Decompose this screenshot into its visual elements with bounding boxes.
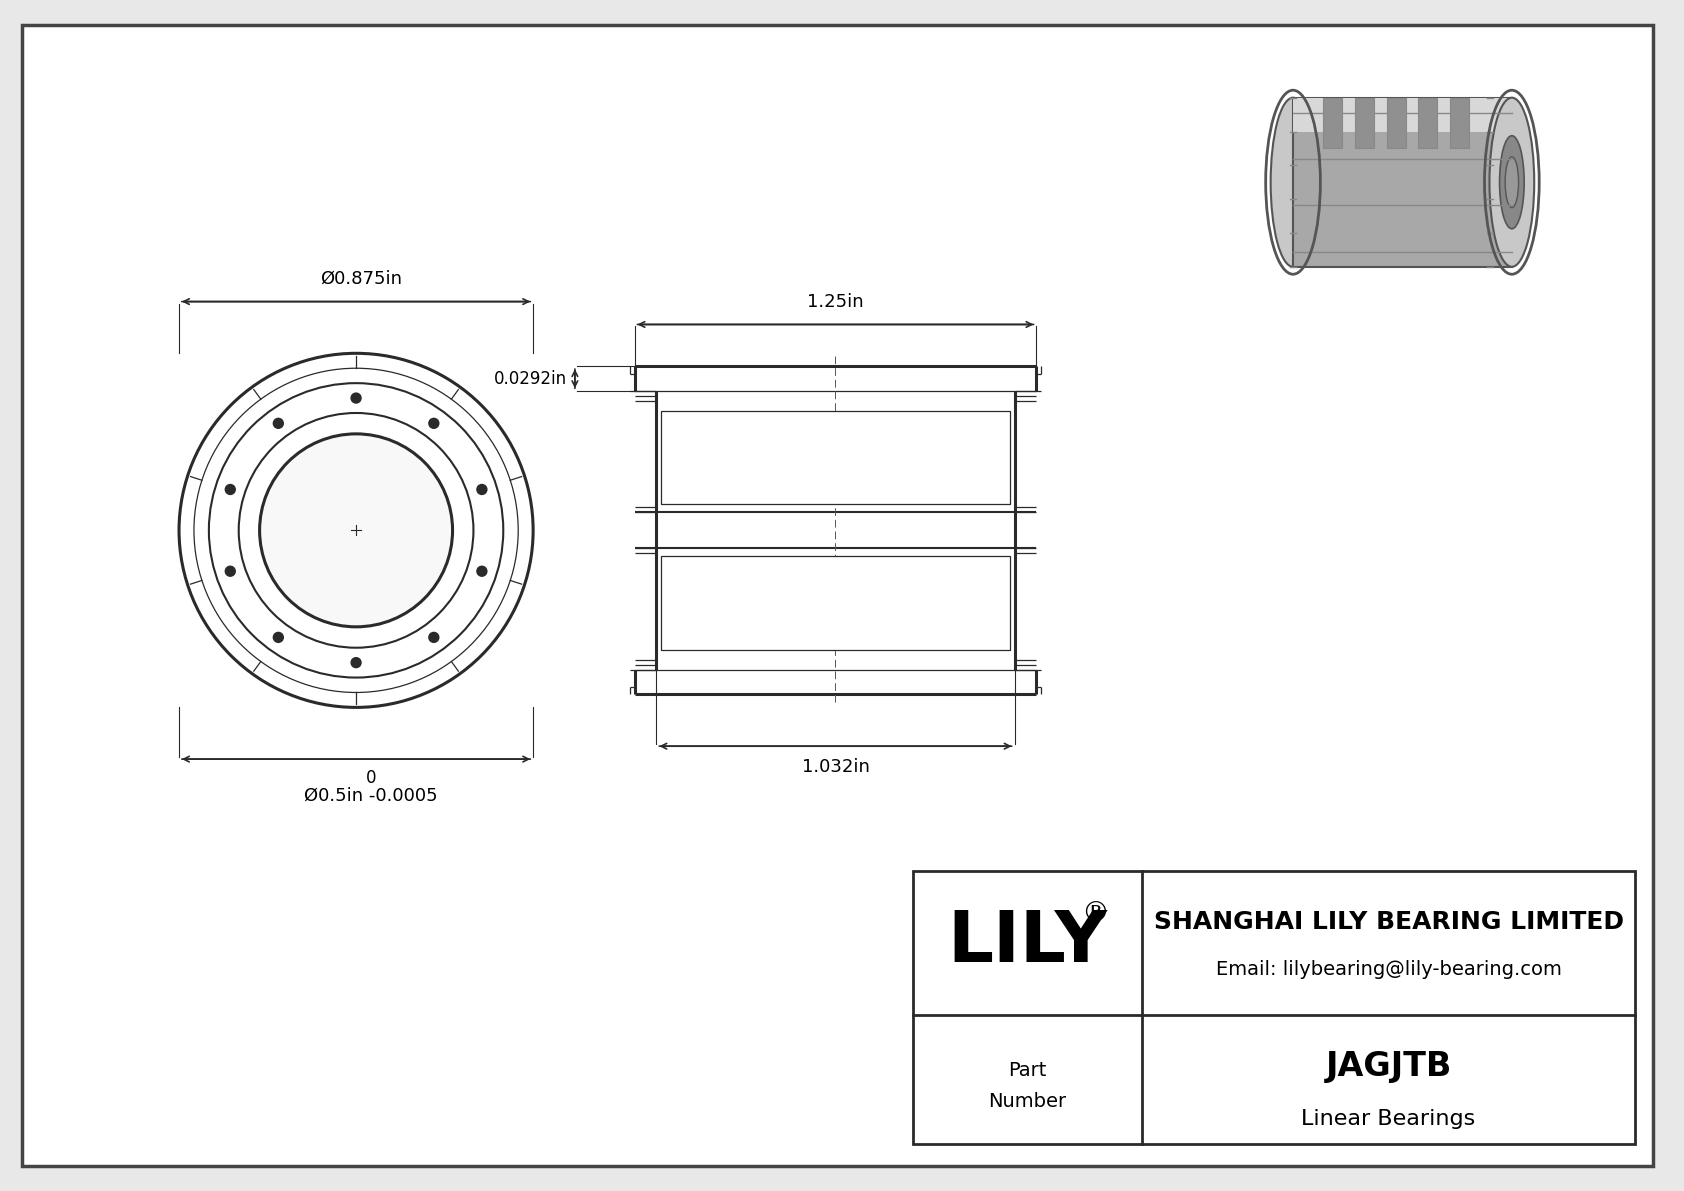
Bar xyxy=(662,411,1009,505)
Text: Part
Number: Part Number xyxy=(989,1061,1066,1111)
Text: SHANGHAI LILY BEARING LIMITED: SHANGHAI LILY BEARING LIMITED xyxy=(1154,910,1623,934)
Bar xyxy=(1293,98,1512,267)
Text: 0: 0 xyxy=(365,769,376,787)
Ellipse shape xyxy=(1271,98,1315,267)
Bar xyxy=(913,871,1635,1145)
Text: Ø0.5in -0.0005: Ø0.5in -0.0005 xyxy=(305,787,438,805)
Circle shape xyxy=(239,413,473,648)
Text: LILY: LILY xyxy=(948,908,1108,977)
Circle shape xyxy=(429,632,440,642)
Circle shape xyxy=(350,657,360,668)
Bar xyxy=(1418,98,1438,149)
Circle shape xyxy=(226,566,236,576)
Circle shape xyxy=(226,485,236,494)
Circle shape xyxy=(429,418,440,429)
Ellipse shape xyxy=(1499,136,1524,229)
Text: Email: lilybearing@lily-bearing.com: Email: lilybearing@lily-bearing.com xyxy=(1216,960,1561,979)
Bar xyxy=(1450,98,1468,149)
Text: Linear Bearings: Linear Bearings xyxy=(1302,1109,1475,1129)
Circle shape xyxy=(350,393,360,403)
Bar xyxy=(1293,98,1512,131)
Circle shape xyxy=(477,485,487,494)
Circle shape xyxy=(259,434,453,626)
Text: 0.0292in: 0.0292in xyxy=(493,369,568,387)
Bar xyxy=(662,556,1009,650)
Text: JAGJTB: JAGJTB xyxy=(1325,1050,1452,1083)
Circle shape xyxy=(179,354,534,707)
Bar xyxy=(1324,98,1342,149)
Ellipse shape xyxy=(1489,98,1534,267)
Text: 1.25in: 1.25in xyxy=(807,293,864,311)
Circle shape xyxy=(477,566,487,576)
Circle shape xyxy=(273,418,283,429)
Bar xyxy=(1386,98,1406,149)
Text: ®: ® xyxy=(1081,900,1110,928)
Circle shape xyxy=(273,632,283,642)
Text: Ø0.875in: Ø0.875in xyxy=(320,269,402,288)
Bar xyxy=(1354,98,1374,149)
Ellipse shape xyxy=(1505,157,1519,207)
Text: 1.032in: 1.032in xyxy=(802,759,869,777)
